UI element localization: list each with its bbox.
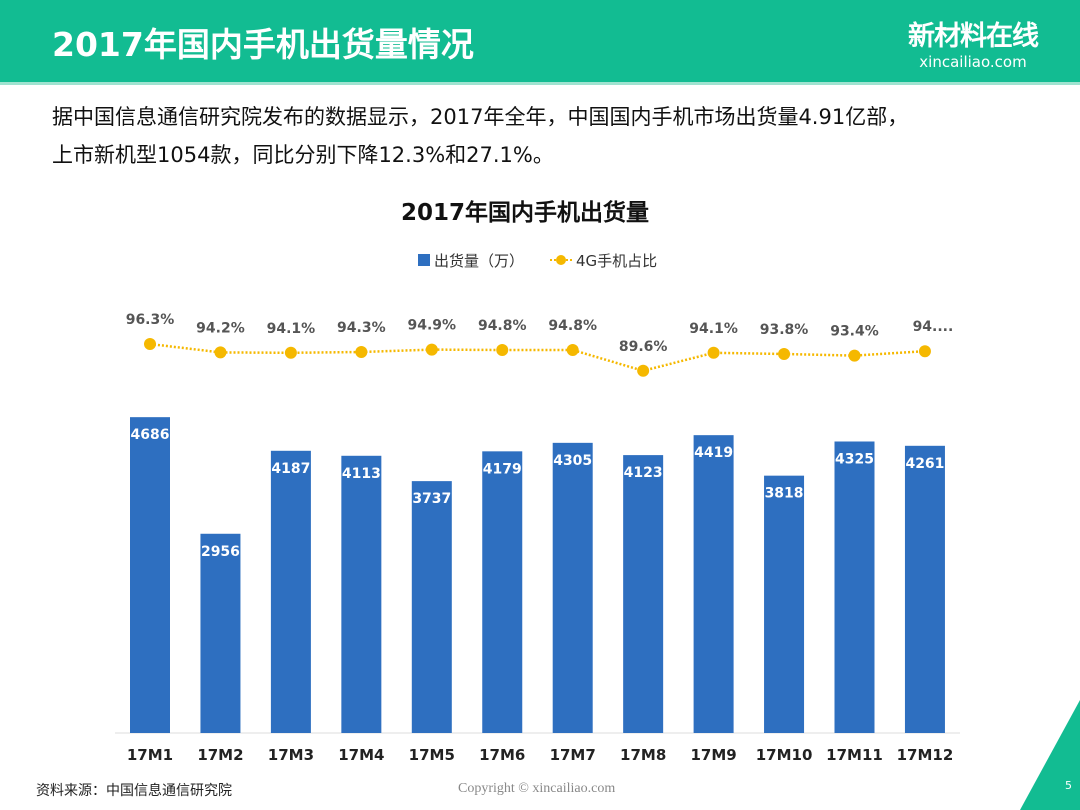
header-bar: 2017年国内手机出货量情况 新材料在线 xincailiao.com [0, 0, 1080, 85]
x-tick-label: 17M6 [479, 746, 525, 764]
line-value-label: 94.2% [196, 320, 245, 336]
line-point [355, 346, 368, 358]
x-tick-label: 17M11 [826, 746, 883, 764]
line-point [566, 344, 579, 356]
bar [130, 417, 170, 733]
line-value-label: 94.8% [548, 318, 597, 334]
line-value-label: 94.1% [689, 321, 738, 337]
x-tick-label: 17M10 [756, 746, 813, 764]
line-value-label: 89.6% [619, 339, 668, 355]
description-line: 据中国信息通信研究院发布的数据显示，2017年全年，中国国内手机市场出货量4.9… [52, 105, 909, 129]
bar [623, 455, 664, 733]
bar [341, 455, 382, 733]
line-value-label: 94.3% [337, 320, 386, 336]
line-point [144, 338, 156, 350]
bar [904, 445, 945, 733]
legend-line-label: 4G手机占比 [576, 252, 657, 270]
logo: 新材料在线 xincailiao.com [908, 14, 1039, 71]
line-point [778, 348, 791, 360]
line-value-label: 93.4% [830, 324, 879, 340]
x-tick-label: 17M5 [409, 746, 455, 764]
chart-title: 2017年国内手机出货量 [401, 199, 649, 226]
x-tick-label: 17M3 [268, 746, 314, 764]
bar-value-label: 4686 [131, 427, 170, 443]
bar-value-label: 4305 [553, 453, 592, 469]
copyright: Copyright © xincailiao.com [458, 781, 616, 796]
x-tick-label: 17M12 [897, 746, 954, 764]
bar-value-label: 4187 [271, 461, 310, 477]
x-tick-label: 17M4 [338, 746, 384, 764]
bar [482, 451, 523, 733]
line-point [496, 344, 509, 356]
legend-bar-label: 出货量（万） [434, 252, 524, 270]
bar-value-label: 4261 [905, 456, 944, 472]
x-tick-label: 17M2 [197, 746, 243, 764]
bar-value-label: 3818 [765, 486, 804, 502]
bar-value-label: 3737 [412, 491, 451, 507]
source-note: 资料来源：中国信息通信研究院 [36, 783, 232, 799]
legend-line-marker [556, 255, 566, 265]
corner-decoration [1020, 700, 1080, 810]
line-point [707, 346, 720, 359]
bar [552, 442, 593, 733]
line-point [214, 346, 227, 359]
bar [834, 441, 875, 733]
line-value-label: 96.3% [126, 312, 175, 328]
line-value-label: 93.8% [760, 322, 809, 338]
bar-value-label: 4419 [694, 445, 733, 461]
bar-value-label: 4123 [624, 465, 663, 481]
legend-bar-swatch [418, 254, 430, 266]
line-value-label: 94.9% [408, 318, 457, 334]
x-tick-label: 17M7 [550, 746, 596, 764]
bar-value-label: 4325 [835, 451, 874, 467]
line-point [284, 346, 297, 359]
line-value-label: 94.... [913, 319, 954, 335]
bar [764, 475, 805, 733]
bar-value-label: 4113 [342, 466, 381, 482]
x-tick-label: 17M8 [620, 746, 666, 764]
line-point [425, 343, 438, 356]
bar [693, 435, 734, 733]
line-point [918, 345, 931, 358]
description: 据中国信息通信研究院发布的数据显示，2017年全年，中国国内手机市场出货量4.9… [52, 98, 908, 174]
bar [411, 481, 452, 733]
line-point [848, 349, 861, 362]
line-series [149, 342, 926, 373]
bar [200, 533, 241, 733]
line-point [637, 364, 650, 377]
legend: 出货量（万） 4G手机占比 [418, 252, 657, 270]
logo-cn: 新材料在线 [908, 21, 1039, 52]
bar-value-label: 4179 [483, 461, 522, 477]
page-title: 2017年国内手机出货量情况 [52, 25, 474, 64]
page-number: 5 [1065, 779, 1072, 792]
line-value-label: 94.1% [267, 321, 316, 337]
bar-value-label: 2956 [201, 544, 240, 560]
bar [270, 450, 311, 733]
description-line: 上市新机型1054款，同比分别下降12.3%和27.1%。 [52, 143, 554, 167]
line-value-label: 94.8% [478, 318, 527, 334]
x-tick-label: 17M9 [690, 746, 736, 764]
x-tick-label: 17M1 [127, 746, 173, 764]
logo-en: xincailiao.com [919, 53, 1027, 71]
